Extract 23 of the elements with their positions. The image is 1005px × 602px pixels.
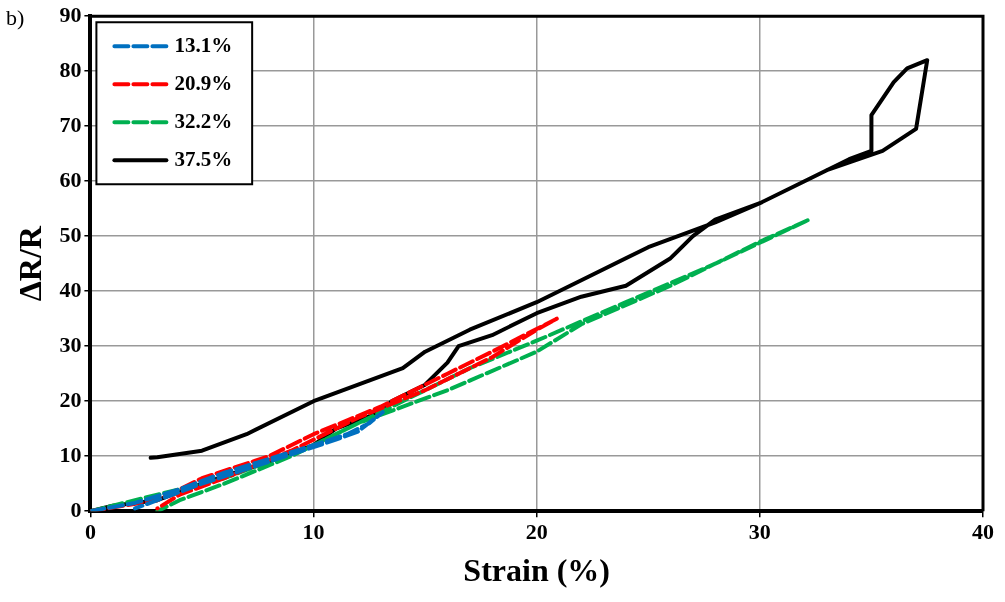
x-tick-label: 40 — [972, 519, 994, 545]
legend-label: 13.1% — [174, 32, 233, 57]
line-series — [90, 410, 385, 512]
y-axis-title: ΔR/R — [12, 225, 49, 302]
legend-label: 32.2% — [174, 108, 233, 133]
x-axis-title: Strain (%) — [463, 552, 611, 589]
y-tick-label: 70 — [59, 111, 82, 137]
y-tick-label: 50 — [59, 221, 82, 247]
y-tick-label: 0 — [70, 496, 82, 522]
y-tick-label: 10 — [59, 441, 82, 467]
y-tick-label: 60 — [59, 166, 82, 192]
y-tick-label: 90 — [59, 1, 82, 27]
y-tick-label: 30 — [59, 331, 82, 357]
legend-label: 20.9% — [174, 70, 233, 95]
y-tick-label: 80 — [59, 56, 82, 82]
x-tick-label: 20 — [525, 519, 548, 545]
y-tick-label: 40 — [59, 276, 82, 302]
text: b) — [6, 4, 25, 30]
y-tick-label: 20 — [59, 386, 82, 412]
line-series — [90, 217, 811, 512]
legend-label: 37.5% — [174, 146, 233, 171]
x-tick-label: 30 — [748, 519, 771, 545]
x-tick-label: 10 — [302, 519, 325, 545]
